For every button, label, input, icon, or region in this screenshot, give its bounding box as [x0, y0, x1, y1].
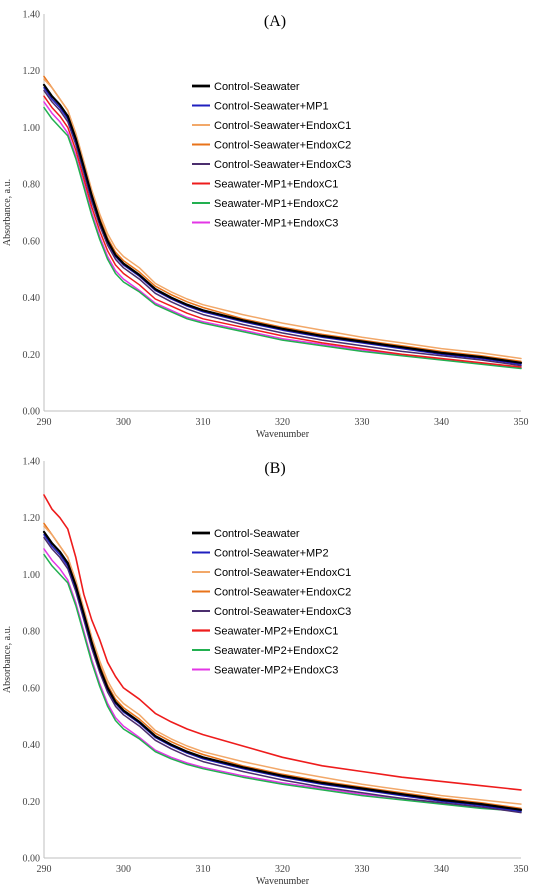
chart-b-x-tick-label: 350	[514, 864, 529, 875]
chart-a-series-line	[42, 83, 523, 364]
chart-b-y-tick-label: 1.40	[23, 457, 41, 468]
chart-a-x-axis-title: Wavenumber	[256, 429, 310, 440]
chart-b-title: (B)	[264, 460, 285, 477]
chart-b-legend-label: Control-Seawater+EndoxC3	[214, 606, 351, 618]
chart-b-y-tick-label: 0.00	[23, 854, 41, 865]
chart-a-y-tick-label: 0.00	[23, 407, 41, 418]
chart-a-series-line	[43, 106, 522, 370]
chart-b-x-tick-label: 290	[37, 864, 52, 875]
chart-b-y-tick-label: 0.40	[23, 740, 41, 751]
chart-a-legend-label: Control-Seawater	[214, 81, 300, 93]
chart-b-series-line	[43, 553, 522, 812]
chart-a-x-tick-label: 310	[196, 417, 211, 428]
chart-a-y-tick-label: 0.40	[23, 293, 41, 304]
chart-a: 0.00 0.20 0.40 0.60 0.80 1.00 1.20 1.40 290 300 31…	[2, 10, 529, 441]
chart-b-y-tick-label: 1.00	[23, 570, 41, 581]
chart-a-series-line	[43, 89, 522, 367]
chart-a-x-tick-label: 300	[116, 417, 131, 428]
chart-a-container: 0.00 0.20 0.40 0.60 0.80 1.00 1.20 1.40 290 300 31…	[2, 10, 529, 441]
chart-b-legend-label: Seawater-MP2+EndoxC3	[214, 665, 338, 677]
chart-b-series-line	[43, 548, 522, 812]
chart-a-y-tick-label: 0.60	[23, 236, 41, 247]
chart-b-x-tick-label: 300	[116, 864, 131, 875]
chart-b-y-tick-label: 0.60	[23, 683, 41, 694]
chart-a-legend-label: Control-Seawater+EndoxC2	[214, 140, 351, 152]
chart-a-legend-label: Seawater-MP1+EndoxC2	[214, 198, 338, 210]
chart-a-y-tick-label: 1.20	[23, 66, 41, 77]
chart-b-y-tick-label: 1.20	[23, 513, 41, 524]
chart-b-legend-label: Seawater-MP2+EndoxC2	[214, 645, 338, 657]
chart-a-legend-label: Seawater-MP1+EndoxC3	[214, 218, 338, 230]
chart-a-x-tick-label: 290	[37, 417, 52, 428]
chart-b-series-line	[42, 530, 523, 811]
chart-a-x-tick-label: 340	[434, 417, 449, 428]
chart-a-y-tick-label: 1.40	[23, 10, 41, 21]
chart-b: 0.00 0.20 0.40 0.60 0.80 1.00 1.20 1.40 290 300 31…	[2, 457, 529, 888]
chart-a-series-line	[43, 101, 522, 369]
chart-a-x-tick-label: 320	[275, 417, 290, 428]
chart-a-y-tick-label: 0.20	[23, 350, 41, 361]
chart-b-legend-label: Control-Seawater+EndoxC2	[214, 587, 351, 599]
chart-b-x-axis-title: Wavenumber	[256, 876, 310, 887]
chart-b-x-tick-label: 310	[196, 864, 211, 875]
chart-a-legend-label: Control-Seawater+MP1	[214, 101, 329, 113]
chart-b-x-tick-label: 330	[355, 864, 370, 875]
chart-b-legend-label: Control-Seawater	[214, 528, 300, 540]
chart-b-x-tick-label: 320	[275, 864, 290, 875]
chart-b-legend-label: Control-Seawater+MP2	[214, 548, 329, 560]
chart-b-series-line	[43, 536, 522, 814]
chart-b-y-tick-label: 0.80	[23, 627, 41, 638]
chart-a-y-tick-label: 1.00	[23, 123, 41, 134]
chart-a-y-tick-label: 0.80	[23, 180, 41, 191]
chart-a-title: (A)	[264, 13, 286, 30]
chart-a-y-axis-title: Absorbance, a.u.	[2, 179, 13, 246]
chart-b-series-line	[43, 522, 522, 810]
chart-b-y-tick-label: 0.20	[23, 797, 41, 808]
chart-a-legend-label: Seawater-MP1+EndoxC1	[214, 179, 338, 191]
chart-b-legend-label: Control-Seawater+EndoxC1	[214, 567, 351, 579]
chart-a-series-line	[43, 78, 522, 360]
chart-a-x-tick-label: 330	[355, 417, 370, 428]
chart-a-legend-label: Control-Seawater+EndoxC3	[214, 159, 351, 171]
chart-b-legend-label: Seawater-MP2+EndoxC1	[214, 626, 338, 638]
chart-b-series-line	[43, 494, 522, 791]
chart-b-series-line	[43, 525, 522, 805]
chart-a-series-line	[43, 95, 522, 368]
chart-b-y-axis-title: Absorbance, a.u.	[2, 626, 13, 693]
chart-a-x-tick-label: 350	[514, 417, 529, 428]
chart-b-container: 0.00 0.20 0.40 0.60 0.80 1.00 1.20 1.40 290 300 31…	[0, 447, 550, 894]
chart-a-legend-label: Control-Seawater+EndoxC1	[214, 120, 351, 132]
chart-a-series-line	[43, 75, 522, 363]
chart-b-x-tick-label: 340	[434, 864, 449, 875]
